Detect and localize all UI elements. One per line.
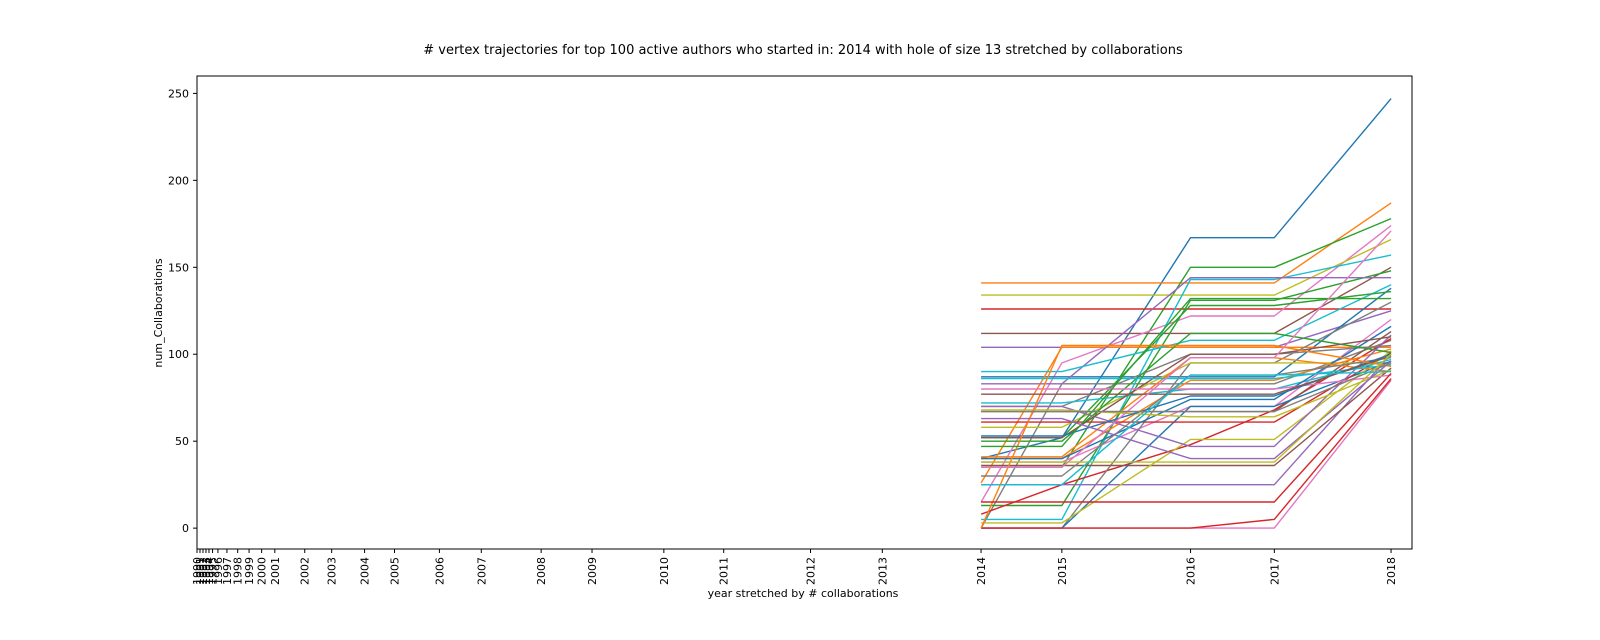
- series-line: [981, 351, 1392, 423]
- series-line: [981, 297, 1392, 448]
- x-tick-label: 2015: [1056, 557, 1069, 585]
- x-tick-label: 2018: [1385, 557, 1398, 585]
- series-line: [981, 230, 1392, 468]
- x-tick-label: 1999: [243, 557, 256, 585]
- series-line: [981, 336, 1392, 439]
- series-line: [980, 338, 1392, 515]
- series-line: [981, 367, 1392, 467]
- y-tick-label: 150: [168, 261, 189, 274]
- series-line: [981, 372, 1392, 503]
- series-line: [981, 238, 1392, 296]
- x-tick-label: 2006: [433, 557, 446, 585]
- x-tick-label: 2013: [876, 557, 889, 585]
- x-tick-label: 2012: [805, 557, 818, 585]
- series-line: [981, 353, 1392, 463]
- x-tick-label: 1993: [200, 557, 213, 585]
- x-tick-label: 2003: [326, 557, 339, 585]
- x-tick-label: 1995: [207, 557, 220, 585]
- series-line: [981, 378, 1392, 529]
- series-line: [980, 344, 1392, 529]
- x-tick-label: 2017: [1268, 557, 1281, 585]
- y-tick-label: 100: [168, 348, 189, 361]
- x-tick-label: 2005: [389, 557, 402, 585]
- x-tick-label: 2010: [658, 557, 671, 585]
- series-line: [980, 346, 1392, 484]
- x-tick-label: 1994: [203, 557, 216, 585]
- series-line: [981, 355, 1392, 395]
- series-lines: [980, 98, 1392, 529]
- x-axis: 1990199119921993199419951996199719981999…: [191, 549, 1398, 585]
- series-line: [981, 362, 1392, 413]
- x-tick-label: 1991: [194, 557, 207, 585]
- x-tick-label: 2011: [718, 557, 731, 585]
- x-tick-label: 1990: [191, 557, 204, 585]
- series-line: [981, 284, 1392, 373]
- x-axis-label: year stretched by # collaborations: [708, 587, 899, 600]
- x-tick-label: 2016: [1185, 557, 1198, 585]
- x-tick-label: 2001: [269, 557, 282, 585]
- x-tick-label: 1996: [212, 557, 225, 585]
- x-tick-label: 1998: [232, 557, 245, 585]
- x-tick-label: 1997: [221, 557, 234, 585]
- y-axis: 0 50 100 150 200 250: [168, 87, 197, 535]
- y-axis-label: num_Collaborations: [152, 258, 165, 367]
- series-line: [981, 301, 1392, 529]
- y-tick-label: 50: [175, 435, 189, 448]
- x-tick-label: 2002: [299, 557, 312, 585]
- x-tick-label: 2004: [359, 557, 372, 585]
- x-tick-label: 2009: [586, 557, 599, 585]
- y-tick-label: 200: [168, 174, 189, 187]
- series-line: [981, 325, 1392, 460]
- series-line: [981, 374, 1392, 390]
- x-tick-label: 2000: [256, 557, 269, 585]
- x-tick-label: 2008: [535, 557, 548, 585]
- series-line: [980, 98, 1392, 460]
- x-tick-label: 1992: [197, 557, 210, 585]
- y-tick-label: 250: [168, 87, 189, 100]
- x-tick-label: 2007: [475, 557, 488, 585]
- x-tick-label: 2014: [975, 557, 988, 585]
- y-tick-label: 0: [182, 522, 189, 535]
- series-line: [981, 369, 1392, 418]
- series-line: [981, 254, 1392, 521]
- series-line: [981, 277, 1392, 385]
- series-line: [981, 332, 1392, 442]
- series-line: [981, 370, 1392, 486]
- plot-frame: [196, 75, 1413, 550]
- chart-title: # vertex trajectories for top 100 active…: [423, 43, 1183, 58]
- series-line: [981, 202, 1392, 284]
- series-line: [981, 270, 1392, 507]
